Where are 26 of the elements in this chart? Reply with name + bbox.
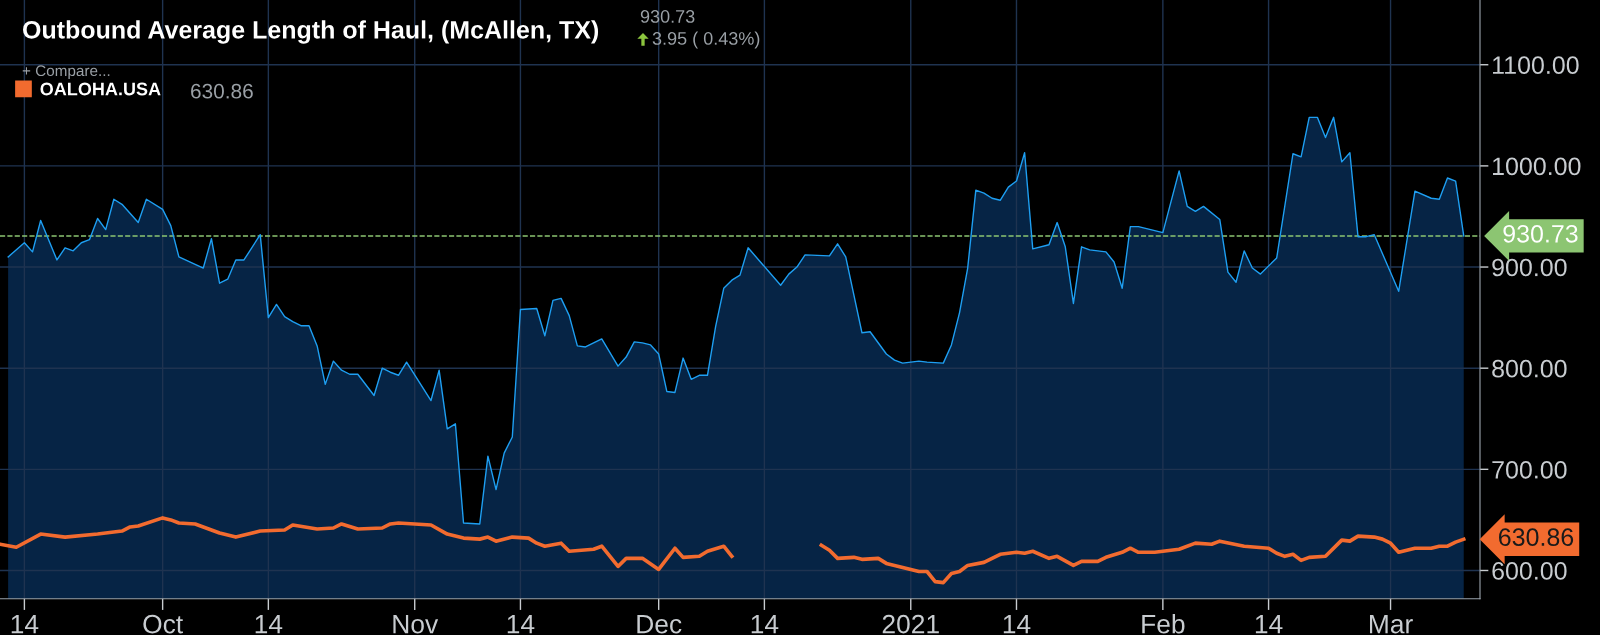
x-tick-label: 14 [1255,615,1283,634]
y-tick-label: 1000.00 [1493,157,1581,176]
y-tick-label: 800.00 [1492,359,1567,378]
x-tick-label: 14 [1003,615,1031,634]
annotation: 630.86 [191,83,253,99]
x-tick-label: 14 [255,615,283,634]
legend-label: OALOHA.USA [40,82,161,96]
x-tick-label: 2021 [882,614,939,634]
annotation: 930.73 [640,10,695,23]
y-tick-label: 700.00 [1492,460,1567,479]
x-tick-label: Mar [1369,615,1413,634]
annotation: 630.86 [1499,528,1574,546]
x-tick-label: 14 [507,615,535,634]
ref-line-label: 930.73 [1503,224,1578,243]
annotation: 3.95 ( 0.43%) [652,31,760,49]
y-tick-label: 1100.00 [1493,56,1579,75]
x-tick-label: Nov [393,615,439,634]
annotation: + Compare... [22,65,110,80]
x-tick-label: 14 [11,615,39,634]
y-tick-label: 900.00 [1492,258,1567,277]
x-tick-label: 14 [751,615,779,634]
x-tick-label: Dec [637,615,682,634]
x-tick-label: Oct [143,614,183,634]
x-tick-label: Feb [1142,614,1185,634]
text: Outbound Average Length of Haul, (McAllen, TX) [23,20,599,44]
y-tick-label: 600.00 [1492,562,1567,580]
